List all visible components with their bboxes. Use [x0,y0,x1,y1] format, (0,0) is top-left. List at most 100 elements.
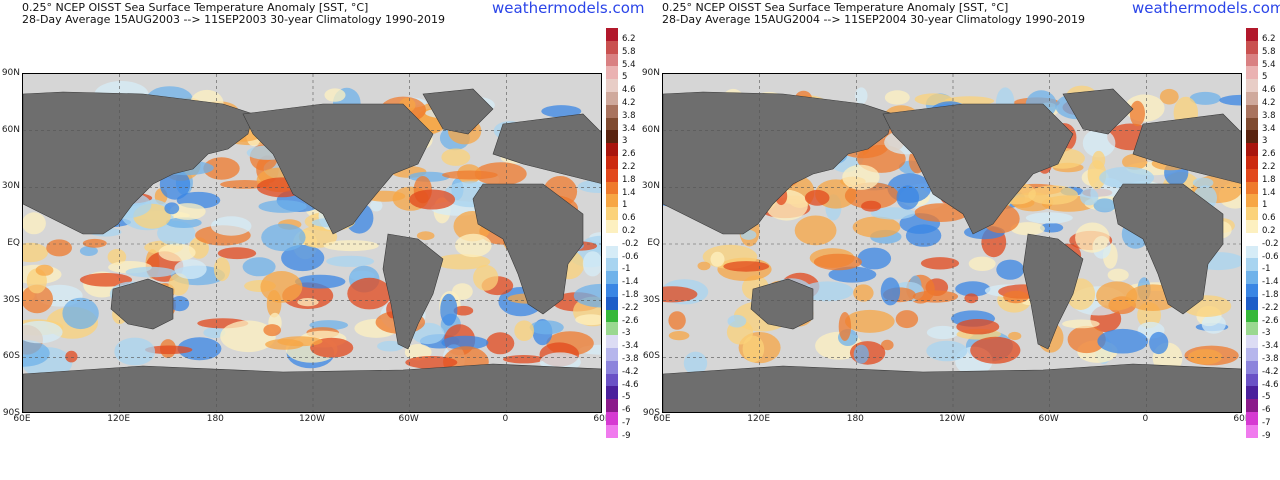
anomaly-patch [838,312,852,341]
anomaly-patch [405,356,458,369]
latitude-label: 60S [642,351,660,362]
colorbar-label: -9 [1262,430,1271,441]
colorbar-label: -4.6 [1262,379,1279,390]
anomaly-patch [260,271,303,303]
anomaly-patch [1062,319,1100,329]
colorbar-swatch [1246,309,1258,323]
latitude-label: 60N [1,124,20,135]
anomaly-patch [217,247,257,260]
anomaly-patch [1082,129,1116,158]
anomaly-patch [281,244,325,272]
longitude-label: 0 [502,414,509,424]
colorbar-label: -0.2 [1262,238,1279,249]
colorbar-swatch [1246,386,1258,400]
latitude-label: 90S [642,408,660,418]
longitude-label: 60W [1038,414,1059,424]
anomaly-patch [794,215,837,246]
anomaly-patch [727,314,747,328]
colorbar-label: -4.2 [622,366,639,377]
anomaly-patch [165,217,202,228]
colorbar-label: 0.6 [622,213,636,224]
colorbar-swatch [1246,104,1258,118]
colorbar-label: 1 [622,200,628,211]
colorbar-swatch [606,386,618,400]
latitude-label: 90N [641,68,660,78]
anomaly-patch [1028,185,1079,205]
anomaly-patch [857,247,892,270]
colorbar-swatch [606,335,618,348]
colorbar-label: -2.6 [622,315,639,326]
longitude-label: 120W [938,414,966,424]
colorbar-label: 3.4 [1262,123,1276,134]
colorbar-label: 5.8 [1262,46,1276,57]
longitude-label: 60E [13,414,31,424]
anomaly-patch [1189,91,1221,105]
map-subtitle: 28-Day Average 15AUG2004 --> 11SEP2004 3… [662,13,1085,26]
anomaly-patch [370,199,383,212]
land-mass [663,363,1241,412]
colorbar-label: -2.2 [1262,302,1279,313]
colorbar-swatch [606,194,618,208]
colorbar-label: 3.4 [622,123,636,134]
latitude-label: 90N [1,68,20,78]
latitude-label: 30N [1,181,20,192]
colorbar-swatch [1246,91,1258,105]
anomaly-patch [955,281,991,297]
colorbar-swatch [1246,130,1258,144]
colorbar-swatch [606,347,618,361]
colorbar-swatch [1246,411,1258,425]
anomaly-patch [853,344,869,364]
anomaly-patch [1107,268,1129,282]
anomaly-patch [107,248,127,265]
colorbar-swatch [606,373,618,387]
anomaly-patch [324,88,346,102]
colorbar-label: 1 [1262,200,1268,211]
longitude-label: 120E [107,414,131,424]
colorbar-label: 3.8 [1262,110,1276,121]
colorbar-label: -0.6 [1262,251,1279,262]
brand-watermark[interactable]: weathermodels.com [1132,0,1280,17]
colorbar-swatch [1246,40,1258,54]
colorbar-label: -3 [622,328,631,339]
colorbar-label: -4.6 [622,379,639,390]
colorbar-label: 4.6 [622,85,636,96]
anomaly-patch [203,327,226,339]
colorbar-swatch [606,155,618,169]
colorbar-label: 5.8 [622,46,636,57]
anomaly-patch [529,320,564,335]
colorbar [1246,28,1258,438]
anomaly-patch [1188,349,1223,365]
anomaly-patch [870,207,916,220]
colorbar-swatch [606,79,618,92]
colorbar-swatch [1246,28,1258,41]
land-mass [382,233,444,350]
land-mass [663,91,894,235]
colorbar-label: 2.6 [622,149,636,160]
colorbar-swatch [1246,168,1258,182]
colorbar [606,28,618,438]
colorbar-swatch [606,168,618,182]
anomaly-patch [880,277,901,306]
colorbar-label: 0.2 [622,226,636,236]
brand-watermark[interactable]: weathermodels.com [492,0,645,17]
anomaly-patch [853,284,874,302]
land-mass [23,91,254,235]
anomaly-patch [23,284,53,314]
anomaly-patch [441,335,489,350]
colorbar-swatch [606,40,618,54]
anomaly-patch [801,281,854,302]
colorbar-swatch [606,245,618,259]
colorbar-swatch [1246,347,1258,361]
colorbar-label: 5 [622,72,628,83]
anomaly-patch [79,246,98,256]
colorbar-swatch [606,207,618,220]
colorbar-label: 0.6 [1262,213,1276,224]
land-mass [882,103,1074,235]
land-mass [23,363,601,412]
colorbar-label: -1.8 [622,290,639,300]
land-mass [492,113,601,184]
colorbar-swatch [606,271,618,284]
anomaly-patch [416,231,435,241]
colorbar-label: 1.8 [622,174,636,185]
anomaly-patch [582,251,601,277]
